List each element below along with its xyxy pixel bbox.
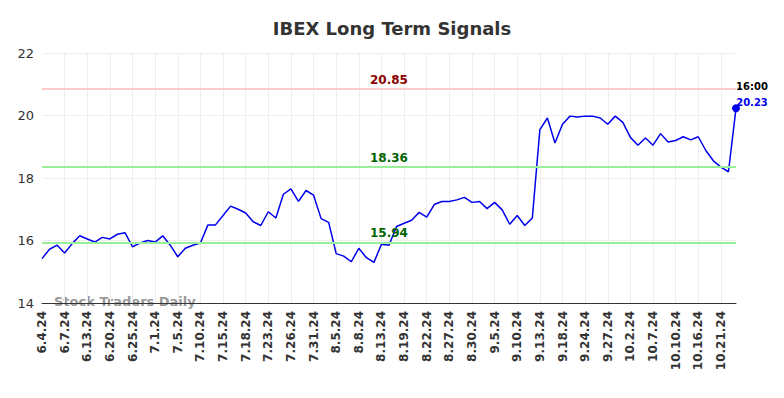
svg-text:9.10.24: 9.10.24 (510, 311, 524, 362)
svg-text:Stock Traders Daily: Stock Traders Daily (54, 294, 196, 309)
svg-text:9.5.24: 9.5.24 (488, 311, 502, 354)
svg-text:14: 14 (17, 296, 34, 311)
svg-text:9.13.24: 9.13.24 (533, 311, 547, 362)
svg-text:6.25.24: 6.25.24 (126, 311, 140, 362)
svg-text:20.23: 20.23 (736, 97, 768, 108)
svg-text:18: 18 (17, 171, 34, 186)
svg-text:6.13.24: 6.13.24 (80, 311, 94, 362)
svg-text:10.2.24: 10.2.24 (623, 311, 637, 362)
svg-text:7.5.24: 7.5.24 (171, 311, 185, 354)
svg-text:8.8.24: 8.8.24 (352, 311, 366, 354)
svg-text:8.30.24: 8.30.24 (465, 311, 479, 362)
svg-text:8.19.24: 8.19.24 (397, 311, 411, 362)
svg-text:20: 20 (17, 108, 34, 123)
svg-text:10.21.24: 10.21.24 (714, 311, 728, 370)
svg-text:16: 16 (17, 233, 34, 248)
svg-text:7.10.24: 7.10.24 (193, 311, 207, 362)
svg-text:7.15.24: 7.15.24 (216, 311, 230, 362)
svg-text:6.7.24: 6.7.24 (58, 311, 72, 354)
svg-text:10.10.24: 10.10.24 (669, 311, 683, 370)
svg-text:15.94: 15.94 (370, 226, 408, 240)
svg-text:16:00: 16:00 (736, 81, 768, 92)
svg-text:9.18.24: 9.18.24 (556, 311, 570, 362)
svg-text:18.36: 18.36 (370, 151, 408, 165)
svg-text:6.4.24: 6.4.24 (35, 311, 49, 354)
svg-text:8.27.24: 8.27.24 (442, 311, 456, 362)
svg-text:9.27.24: 9.27.24 (601, 311, 615, 362)
svg-text:7.23.24: 7.23.24 (261, 311, 275, 362)
svg-text:10.16.24: 10.16.24 (691, 311, 705, 370)
svg-text:9.24.24: 9.24.24 (578, 311, 592, 362)
svg-text:20.85: 20.85 (370, 73, 408, 87)
svg-text:8.22.24: 8.22.24 (420, 311, 434, 362)
svg-text:6.20.24: 6.20.24 (103, 311, 117, 362)
svg-text:8.13.24: 8.13.24 (374, 311, 388, 362)
svg-text:7.1.24: 7.1.24 (148, 311, 162, 354)
svg-text:10.7.24: 10.7.24 (646, 311, 660, 362)
svg-text:7.31.24: 7.31.24 (307, 311, 321, 362)
svg-text:7.18.24: 7.18.24 (239, 311, 253, 362)
svg-text:7.26.24: 7.26.24 (284, 311, 298, 362)
svg-text:8.5.24: 8.5.24 (329, 311, 343, 354)
svg-text:22: 22 (17, 46, 34, 61)
svg-text:IBEX Long Term Signals: IBEX Long Term Signals (273, 18, 512, 39)
